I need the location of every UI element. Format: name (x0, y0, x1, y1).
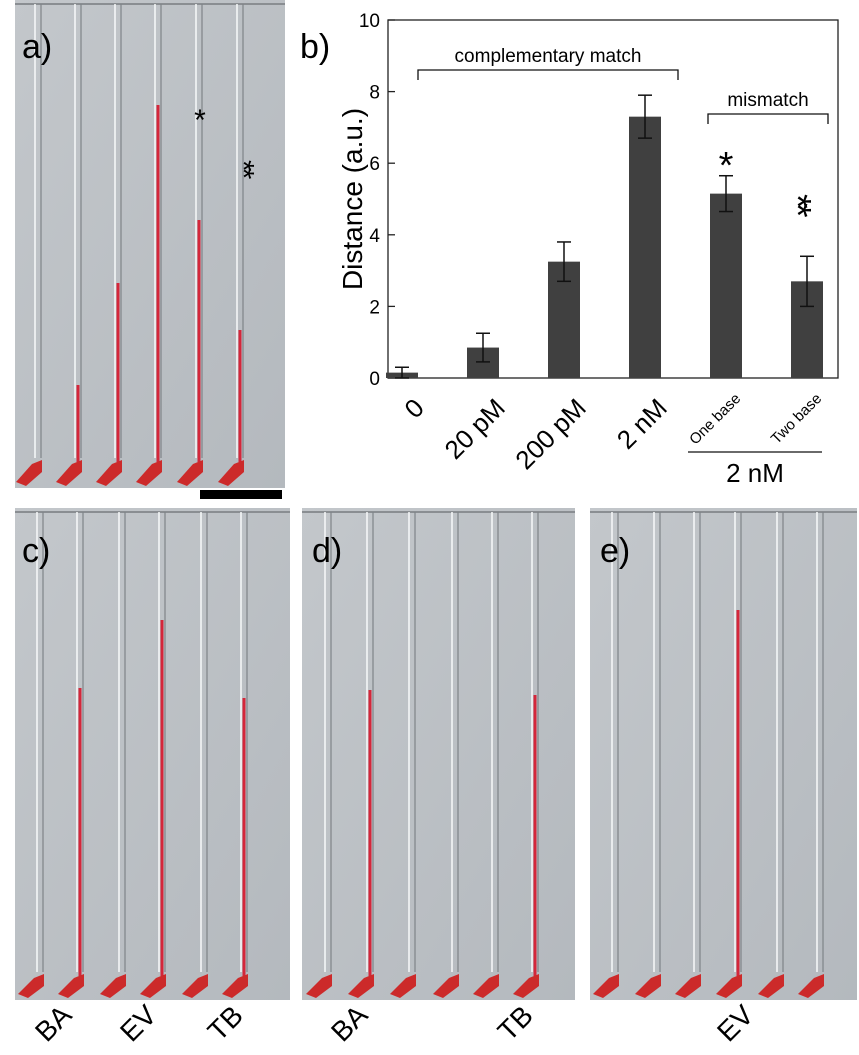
inlet-elbow (473, 974, 499, 998)
inlet-elbow (222, 974, 248, 998)
x-tick-label: 20 pM (439, 393, 511, 465)
panel-label: a) (22, 28, 52, 66)
scale-bar (200, 490, 282, 499)
inlet-elbow (58, 974, 84, 998)
sample-label: TB (492, 1000, 539, 1047)
panel-label: d) (312, 532, 342, 570)
plot-frame (387, 19, 839, 379)
y-axis-label: Distance (a.u.) (337, 108, 368, 290)
panel-label: c) (22, 532, 50, 570)
x-tick-label: 2 nM (611, 393, 673, 455)
inlet-elbow (18, 974, 44, 998)
inlet-elbow (433, 974, 459, 998)
inlet-elbow (182, 974, 208, 998)
photo-background (302, 508, 575, 1000)
x-tick-label: One base (686, 390, 744, 448)
photo-background (15, 508, 290, 1000)
photo-background (590, 508, 857, 1000)
sample-label: EV (711, 999, 760, 1048)
panel-label: e) (600, 532, 630, 570)
sample-label: BA (29, 999, 78, 1048)
x-tick-label: 200 pM (509, 393, 592, 476)
group-label: 2 nM (726, 458, 784, 488)
inlet-elbow (716, 974, 742, 998)
inlet-elbow (390, 974, 416, 998)
y-tick-label: 8 (369, 83, 380, 104)
sample-label: BA (325, 999, 374, 1048)
inlet-elbow (56, 460, 82, 486)
x-tick-label: Two base (768, 390, 825, 447)
bar (710, 193, 742, 378)
y-tick-label: 0 (369, 369, 380, 390)
significance-marker: ** (776, 194, 818, 218)
y-tick-label: 4 (369, 226, 380, 247)
inlet-elbow (306, 974, 332, 998)
inlet-elbow (100, 974, 126, 998)
inlet-elbow (218, 460, 244, 486)
sample-label: TB (202, 1000, 249, 1047)
sample-label: EV (114, 999, 163, 1048)
bracket (417, 69, 679, 80)
x-tick-label: 0 (398, 393, 429, 424)
inlet-elbow (593, 974, 619, 998)
inlet-elbow (513, 974, 539, 998)
inlet-elbow (635, 974, 661, 998)
significance-marker: ** (227, 160, 260, 180)
panel-label: b) (300, 28, 330, 66)
inlet-elbow (140, 974, 166, 998)
bracket-label: complementary match (455, 46, 642, 67)
inlet-elbow (348, 974, 374, 998)
significance-marker: * (194, 104, 206, 137)
inlet-elbow (675, 974, 701, 998)
significance-marker: * (719, 145, 734, 187)
inlet-elbow (177, 460, 203, 486)
y-tick-label: 6 (369, 154, 380, 175)
inlet-elbow (136, 460, 162, 486)
photo-background (15, 0, 285, 488)
inlet-elbow (798, 974, 824, 998)
inlet-elbow (16, 460, 42, 486)
y-tick-label: 2 (369, 297, 380, 318)
bracket (707, 113, 829, 124)
inlet-elbow (758, 974, 784, 998)
y-tick-label: 10 (359, 11, 380, 32)
bracket-label: mismatch (727, 90, 808, 111)
inlet-elbow (96, 460, 122, 486)
bar (629, 116, 661, 378)
